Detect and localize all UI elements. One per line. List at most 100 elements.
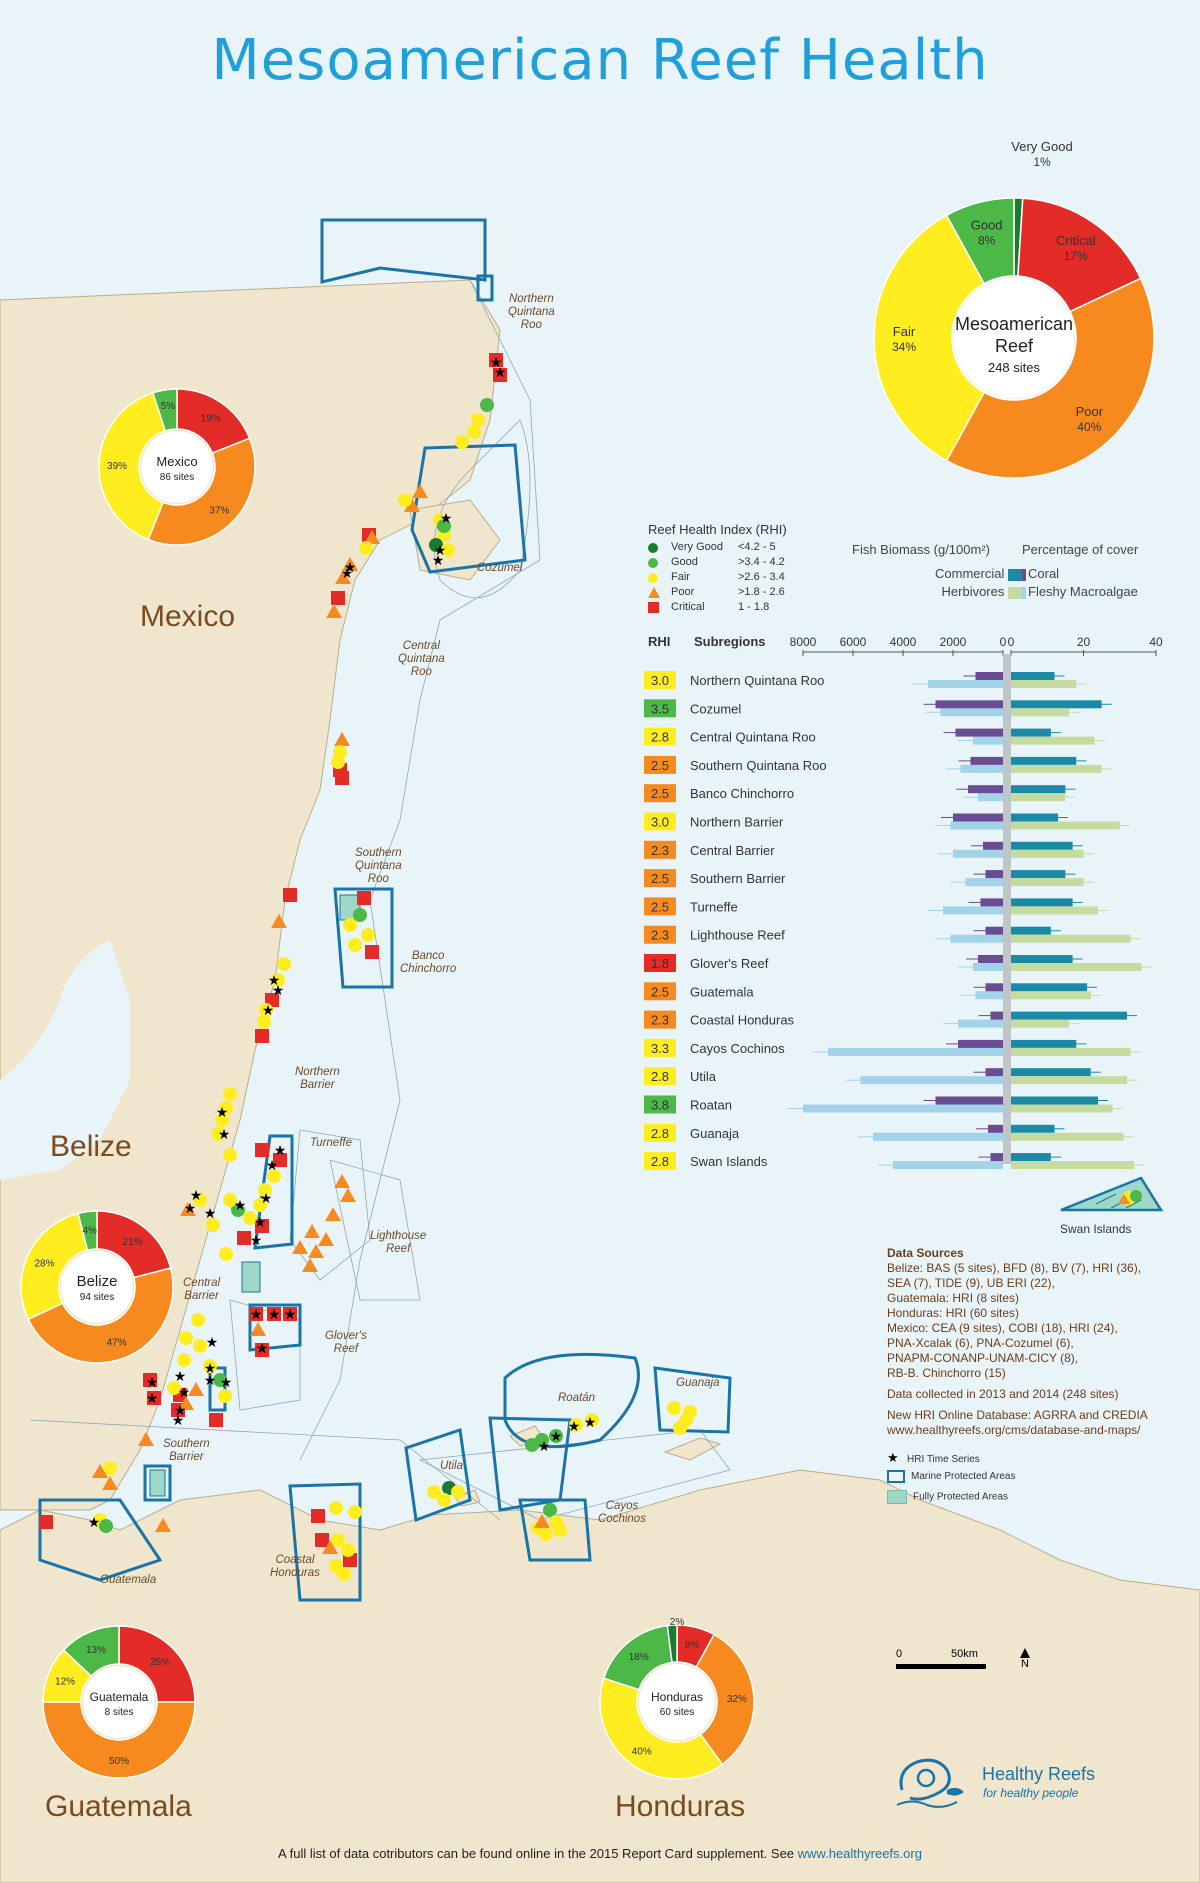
footer-link[interactable]: www.healthyreefs.org (797, 1846, 922, 1861)
country-belize: Belize (50, 1130, 132, 1163)
region-southern-barrier: Southern Barrier (163, 1438, 210, 1463)
rhi-value: 2.5 (651, 871, 669, 886)
left-axis-tick: 2000 (940, 635, 967, 649)
macroalgae-swatch (1008, 586, 1022, 599)
site-marker-fair (667, 1401, 681, 1415)
site-marker-fair (341, 1543, 355, 1557)
site-marker-fair (277, 957, 291, 971)
site-marker-fair (258, 1183, 272, 1197)
site-marker-poor (178, 1396, 194, 1410)
subregion-name: Northern Barrier (690, 815, 784, 830)
site-marker-fair (437, 1493, 451, 1507)
site-marker-critical (39, 1515, 53, 1529)
commercial-bar (980, 898, 1003, 907)
site-marker-fair (337, 1567, 351, 1581)
rhi-badge (644, 784, 676, 803)
bar-row: 2.5 Southern Barrier (644, 869, 1094, 888)
coral-bar (1011, 870, 1066, 879)
subregion-name: Utila (690, 1069, 717, 1084)
region-cozumel: Cozumel (477, 562, 523, 574)
time-series-star-icon: ★ (250, 1232, 263, 1248)
swan-mpa-shape (1060, 1176, 1164, 1212)
commercial-bar (990, 1011, 1003, 1020)
subregion-name: Glover's Reef (690, 956, 769, 971)
site-marker-poor (335, 570, 351, 584)
site-marker-fair (441, 543, 455, 557)
rhi-value: 3.8 (651, 1098, 669, 1113)
subregion-name: Central Quintana Roo (690, 730, 816, 745)
site-marker-fair (257, 1015, 271, 1029)
bar-row: 2.8 Swan Islands (644, 1152, 1145, 1171)
bar-row: 2.5 Southern Quintana Roo (644, 755, 1112, 774)
region-glovers-reef: Glover's Reef (325, 1330, 367, 1355)
mpa-swatch-icon (887, 1470, 905, 1483)
rhi-value: 3.5 (651, 701, 669, 716)
right-axis-tick: 20 (1077, 635, 1091, 649)
macroalgae-bar (1011, 1161, 1135, 1170)
rhi-badge (644, 1067, 676, 1086)
bar-row: 2.8 Guanaja (644, 1123, 1134, 1142)
site-marker-fair (219, 1247, 233, 1261)
subregion-name: Northern Quintana Roo (690, 673, 824, 688)
site-marker-poor (326, 604, 342, 618)
herbivores-bar (943, 906, 1003, 915)
herbivores-bar (950, 821, 1003, 830)
site-marker-critical (249, 1307, 263, 1321)
site-marker-fair (348, 938, 362, 952)
bar-row: 2.5 Turneffe (644, 897, 1108, 916)
site-marker-poor (250, 1322, 266, 1336)
commercial-bar (970, 756, 1003, 765)
site-marker-good (213, 1373, 227, 1387)
time-series-star-icon: ★ (216, 1104, 229, 1120)
rhi-value: 3.0 (651, 815, 669, 830)
swan-islands-inset (1060, 1176, 1164, 1212)
region-lighthouse-reef: Lighthouse Reef (370, 1230, 427, 1255)
rhi-legend-item: Good >3.4 - 4.2 (648, 556, 848, 571)
time-series-star-icon: ★ (434, 542, 447, 558)
bar-row: 3.0 Northern Quintana Roo (644, 671, 1087, 689)
site-marker-fair (398, 493, 412, 507)
commercial-bar (935, 700, 1003, 709)
rhi-badge (644, 1152, 676, 1171)
rhi-circle-icon (648, 558, 658, 568)
time-series-star-icon: ★ (204, 1372, 217, 1388)
site-marker-critical (255, 1029, 269, 1043)
cover-title: Percentage of cover (1022, 542, 1139, 557)
site-marker-fair (253, 1198, 267, 1212)
site-marker-poor (92, 1464, 108, 1478)
bar-row: 3.5 Cozumel (644, 699, 1112, 718)
site-marker-fair (179, 1331, 193, 1345)
herbivores-bar (973, 736, 1003, 745)
legend-time-series: ★ HRI Time Series (887, 1450, 980, 1465)
site-marker-fair (203, 1359, 217, 1373)
site-marker-fair (177, 1353, 191, 1367)
region-roatan: Roatán (558, 1392, 596, 1404)
time-series-star-icon: ★ (432, 552, 445, 568)
site-marker-fair (553, 1523, 567, 1537)
coral-bar (1011, 841, 1073, 850)
macroalgae-bar (1011, 821, 1120, 830)
site-marker-poor (364, 530, 380, 544)
commercial-bar (955, 728, 1003, 737)
fpa-swatch-icon (887, 1490, 907, 1504)
database-url[interactable]: www.healthyreefs.org/cms/database-and-ma… (887, 1423, 1141, 1437)
source-line: Guatemala: HRI (8 sites) (887, 1291, 1020, 1305)
axis-divider (1003, 654, 1011, 1164)
time-series-star-icon: ★ (262, 1002, 275, 1018)
region-cayos-cochinos: Cayos Cochinos (598, 1500, 646, 1525)
footer-text: A full list of data cotributors can be f… (278, 1846, 798, 1861)
source-line: Mexico: CEA (9 sites), COBI (18), HRI (2… (887, 1321, 1118, 1335)
herbivores-bar (965, 878, 1003, 887)
site-marker-critical (331, 591, 345, 605)
left-axis-tick: 8000 (790, 635, 817, 649)
time-series-star-icon: ★ (204, 1360, 217, 1376)
rhi-badge (644, 1010, 676, 1029)
rhi-value: 1.8 (651, 956, 669, 971)
macroalgae-bar (1011, 934, 1131, 943)
coral-bar (1011, 813, 1059, 822)
time-series-star-icon: ★ (218, 1126, 231, 1142)
data-sources-heading: Data Sources (887, 1246, 964, 1260)
commercial-bar (953, 813, 1003, 822)
coral-bar (1011, 1068, 1091, 1077)
site-marker-fair (343, 918, 357, 932)
